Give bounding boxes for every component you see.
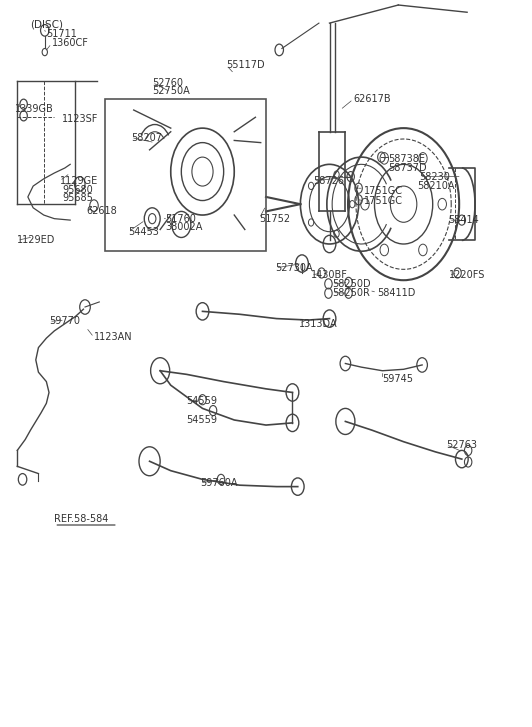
Text: 1123SF: 1123SF xyxy=(62,113,98,124)
Text: 51752: 51752 xyxy=(259,214,290,224)
Text: 1430BF: 1430BF xyxy=(311,270,348,280)
Text: 52760: 52760 xyxy=(152,78,183,87)
Text: 58726: 58726 xyxy=(314,176,345,186)
Text: 51760: 51760 xyxy=(165,214,196,224)
Text: 1220FS: 1220FS xyxy=(448,270,485,280)
Text: 52750A: 52750A xyxy=(152,87,190,96)
Text: 58414: 58414 xyxy=(448,215,479,225)
Text: 58738E: 58738E xyxy=(388,154,425,164)
Text: 1129ED: 1129ED xyxy=(17,236,56,246)
Text: 51711: 51711 xyxy=(46,29,77,39)
Text: 58250R: 58250R xyxy=(332,287,370,297)
Text: 1313DA: 1313DA xyxy=(300,318,338,329)
Text: 58207: 58207 xyxy=(131,132,162,142)
Text: 52730A: 52730A xyxy=(276,263,313,273)
Text: 62618: 62618 xyxy=(86,206,117,217)
Text: 95685: 95685 xyxy=(62,193,93,204)
Text: 58737D: 58737D xyxy=(388,163,426,173)
Text: 58210A: 58210A xyxy=(417,181,454,191)
Text: 1129GE: 1129GE xyxy=(60,176,98,186)
Text: 58411D: 58411D xyxy=(377,287,415,297)
Text: 62617B: 62617B xyxy=(353,95,391,104)
Text: REF.58-584: REF.58-584 xyxy=(54,514,109,524)
Text: 1360CF: 1360CF xyxy=(52,39,88,49)
Text: 54453: 54453 xyxy=(128,227,159,237)
Text: 59760A: 59760A xyxy=(200,478,237,488)
Text: 55117D: 55117D xyxy=(226,60,265,70)
Text: (DISC): (DISC) xyxy=(30,20,63,30)
Text: 1339GB: 1339GB xyxy=(14,103,53,113)
Text: 54559: 54559 xyxy=(187,415,218,425)
Text: 59745: 59745 xyxy=(383,374,413,385)
Text: 1751GC: 1751GC xyxy=(364,196,403,206)
Text: 52763: 52763 xyxy=(446,440,477,449)
Text: 59770: 59770 xyxy=(49,316,80,326)
Text: 38002A: 38002A xyxy=(165,222,203,233)
Text: 95680: 95680 xyxy=(62,185,93,195)
Text: 58250D: 58250D xyxy=(332,279,371,289)
Bar xyxy=(105,99,266,252)
Text: 1751GC: 1751GC xyxy=(364,186,403,196)
Text: 58230: 58230 xyxy=(419,172,451,182)
Text: 54559: 54559 xyxy=(187,396,218,406)
Text: 1123AN: 1123AN xyxy=(94,332,132,342)
